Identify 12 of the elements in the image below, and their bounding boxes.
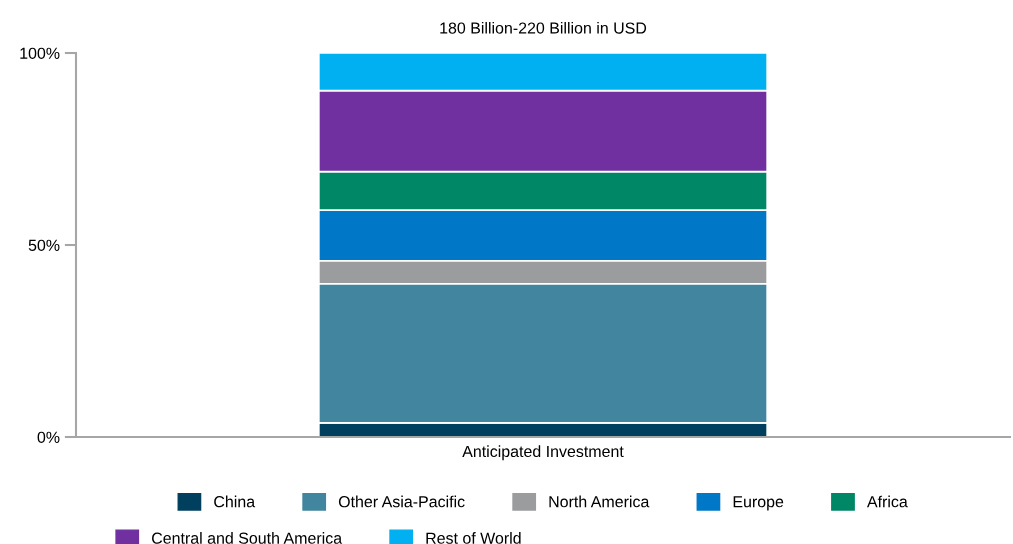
legend-label: Rest of World (426, 532, 521, 544)
legend-label: China (214, 495, 256, 508)
y-tick-label: 0% (37, 431, 60, 443)
x-tick-label: Anticipated Investment (462, 445, 624, 461)
legend-label: Other Asia-Pacific (338, 495, 465, 508)
y-tick-label: 100% (20, 47, 60, 59)
legend-label: Europe (733, 496, 784, 511)
legend-label: Africa (866, 495, 908, 508)
y-tick-label: 50% (28, 239, 60, 251)
legend-label: Central and South America (152, 532, 343, 544)
chart-title: 180 Billion-220 Billion in USD (440, 21, 647, 34)
legend-label: North America (549, 495, 650, 508)
